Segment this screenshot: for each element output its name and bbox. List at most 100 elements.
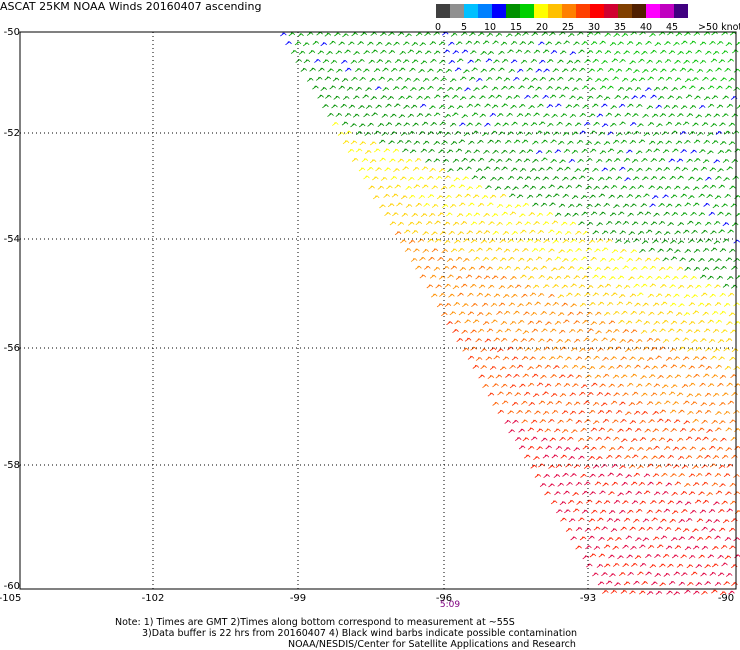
wind-barb — [540, 202, 548, 207]
wind-barb — [711, 374, 718, 379]
wind-barb — [586, 563, 593, 568]
wind-barb — [424, 32, 431, 37]
wind-barb — [691, 167, 699, 172]
wind-barb — [643, 320, 651, 325]
wind-barb — [719, 310, 727, 315]
wind-barb — [465, 274, 473, 279]
wind-barb — [661, 239, 668, 244]
wind-barb — [450, 265, 458, 270]
wind-barb — [734, 428, 740, 433]
wind-barb — [620, 589, 628, 594]
wind-barb — [685, 374, 692, 379]
wind-barb — [462, 303, 469, 308]
wind-barb — [731, 49, 739, 54]
wind-barb — [660, 284, 667, 289]
wind-barb — [423, 95, 431, 100]
wind-barb — [466, 186, 474, 191]
wind-barb — [566, 248, 574, 253]
wind-barb — [626, 258, 633, 263]
wind-barb — [670, 428, 677, 433]
wind-barb — [478, 374, 485, 379]
wind-barb — [490, 176, 497, 181]
wind-barb — [425, 113, 432, 118]
wind-barb — [719, 591, 727, 596]
wind-barb — [642, 176, 649, 181]
wind-barb — [536, 446, 543, 451]
wind-barb — [405, 203, 413, 208]
wind-barb — [461, 49, 469, 54]
wind-barb — [634, 86, 642, 91]
wind-barb — [444, 303, 452, 308]
wind-barb — [660, 301, 668, 306]
wind-barb — [628, 231, 635, 236]
wind-barb — [574, 292, 581, 297]
wind-barb — [535, 68, 542, 73]
wind-barb — [533, 49, 541, 54]
wind-barb — [670, 239, 677, 244]
wind-barb — [511, 121, 518, 126]
lon-label: -93 — [579, 593, 597, 604]
legend-color-swatch — [660, 4, 674, 18]
wind-barb — [564, 212, 571, 217]
wind-barb — [427, 131, 435, 136]
wind-barb — [680, 491, 688, 496]
wind-barb — [663, 275, 671, 280]
wind-barb — [373, 130, 381, 135]
wind-barb — [564, 230, 572, 235]
wind-barb — [626, 41, 634, 46]
wind-barb — [706, 68, 713, 73]
wind-barb — [682, 121, 690, 126]
wind-barb — [715, 427, 722, 432]
wind-barb — [580, 427, 587, 432]
wind-barb — [418, 69, 425, 74]
wind-barb — [386, 185, 393, 190]
wind-barb — [608, 447, 616, 452]
wind-barb — [733, 258, 740, 263]
wind-barb — [501, 166, 508, 171]
wind-barb — [407, 221, 415, 226]
wind-barb — [653, 491, 661, 496]
wind-barb — [591, 103, 599, 108]
wind-barb — [498, 50, 505, 55]
wind-barb — [578, 517, 585, 522]
wind-barb — [457, 231, 464, 236]
wind-barb — [470, 221, 478, 226]
wind-barb — [573, 447, 580, 452]
wind-barb — [486, 328, 494, 333]
wind-barb — [583, 400, 590, 405]
wind-barb — [424, 50, 432, 55]
wind-barb — [545, 321, 552, 326]
wind-barb — [647, 481, 654, 486]
wind-barb — [504, 328, 512, 333]
wind-barb — [413, 248, 420, 253]
wind-barb — [713, 348, 720, 353]
wind-barb — [589, 87, 596, 92]
wind-barb — [589, 553, 597, 558]
wind-barb — [566, 60, 574, 65]
wind-barb — [499, 239, 506, 244]
wind-barb — [562, 86, 570, 91]
wind-barb — [353, 95, 360, 100]
wind-barb — [519, 213, 526, 218]
wind-barb — [655, 355, 662, 360]
wind-barb — [567, 33, 575, 38]
wind-barb — [523, 311, 530, 316]
wind-barb — [501, 383, 508, 388]
wind-barb — [617, 428, 624, 433]
wind-barb — [673, 571, 680, 576]
wind-barb — [675, 140, 683, 145]
wind-barb — [298, 50, 306, 55]
wind-barb — [448, 230, 455, 235]
lon-label: -102 — [141, 593, 165, 604]
wind-barb — [643, 132, 651, 137]
wind-barb — [403, 104, 410, 109]
wind-barb — [562, 176, 569, 181]
wind-barb — [681, 509, 688, 514]
wind-barb — [565, 527, 573, 532]
wind-barb — [325, 94, 332, 99]
wind-barb — [427, 175, 434, 180]
wind-barb — [385, 122, 393, 127]
wind-barb — [529, 168, 537, 173]
wind-barb — [613, 204, 620, 209]
wind-barb — [627, 446, 635, 451]
